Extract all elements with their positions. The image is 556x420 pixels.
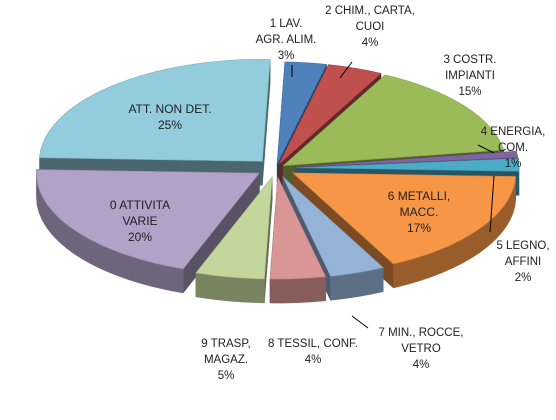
slice-labels: 1 LAV. AGR. ALIM. 3% 2 CHIM., CARTA, CUOI 4% 3… [110, 5, 550, 382]
slice-label-2: 3 COSTR. IMPIANTI 15% [443, 54, 496, 98]
slice-label-8-line-1: MAGAZ. [204, 354, 248, 366]
slice-label-8: 9 TRASP, MAGAZ. 5% [201, 338, 250, 382]
slice-label-1-line-2: 4% [362, 37, 379, 49]
slice-7-top [269, 175, 327, 280]
slice-label-9-line-2: 20% [128, 230, 152, 244]
slice-label-5: 6 METALLI, MACC. 17% [388, 189, 450, 235]
slice-label-10-line-1: 25% [158, 118, 182, 132]
leader-line-1 [339, 61, 353, 79]
slice-label-3-line-2: 1% [505, 158, 522, 170]
slice-label-0-line-0: 1 LAV. [270, 18, 303, 30]
slice-label-1: 2 CHIM., CARTA, CUOI 4% [325, 5, 415, 49]
leader-line-4 [489, 175, 495, 233]
slice-label-6: 7 MIN., ROCCE, VETRO 4% [379, 327, 464, 371]
slice-3-top [295, 150, 519, 168]
slice-label-9-line-0: 0 ATTIVITA [110, 198, 170, 212]
slice-label-7: 8 TESSIL, CONF. 4% [268, 338, 358, 366]
slice-4-top [295, 158, 520, 172]
slice-1-top [278, 64, 382, 165]
pie-top-layer [36, 59, 520, 280]
leader-line-6 [351, 315, 369, 329]
slice-label-9-line-1: VARIE [122, 214, 157, 228]
slice-label-4: 5 LEGNO, AFFINI 2% [496, 240, 549, 284]
slice-label-8-line-2: 5% [218, 370, 235, 382]
slice-label-5-line-1: MACC. [400, 205, 439, 219]
slice-label-6-line-2: 4% [413, 359, 430, 371]
slice-7-rim-0 [269, 276, 326, 304]
slice-label-5-line-2: 17% [407, 221, 431, 235]
slice-label-5-line-0: 6 METALLI, [388, 189, 450, 203]
slice-label-7-line-0: 8 TESSIL, CONF. [268, 338, 358, 350]
slice-label-4-line-1: AFFINI [505, 256, 541, 268]
slice-9-top [36, 169, 261, 270]
slice-label-0-line-1: AGR. ALIM. [256, 34, 317, 46]
leader-lines [291, 61, 495, 329]
slice-label-10-line-0: ATT. NON DET. [128, 102, 211, 116]
slice-8-top [195, 176, 273, 280]
slice-label-2-line-2: 15% [458, 86, 481, 98]
slice-label-2-line-1: IMPIANTI [445, 70, 495, 82]
slice-5-top [292, 172, 517, 265]
slice-label-7-line-1: 4% [305, 354, 322, 366]
slice-label-1-line-0: 2 CHIM., CARTA, [325, 5, 415, 17]
slice-label-6-line-0: 7 MIN., ROCCE, [379, 327, 464, 339]
slice-2-top [282, 74, 505, 166]
slice-label-1-line-1: CUOI [356, 21, 385, 33]
slice-0-top [276, 61, 328, 165]
slice-label-4-line-0: 5 LEGNO, [496, 240, 549, 252]
slice-label-3-line-1: COM. [498, 142, 528, 154]
slice-label-0-line-2: 3% [278, 50, 295, 62]
slice-10-top [39, 59, 271, 162]
slice-label-0: 1 LAV. AGR. ALIM. 3% [256, 18, 317, 62]
slice-label-3: 4 ENERGIA, COM. 1% [481, 126, 546, 170]
slice-label-4-line-2: 2% [515, 272, 532, 284]
slice-label-6-line-1: VETRO [401, 343, 441, 355]
slice-label-2-line-0: 3 COSTR. [443, 54, 496, 66]
slice-6-top [282, 176, 384, 277]
slice-label-10: ATT. NON DET. 25% [128, 102, 211, 132]
leader-line-3 [477, 144, 495, 154]
slice-label-8-line-0: 9 TRASP, [201, 338, 250, 350]
slice-label-9: 0 ATTIVITA VARIE 20% [110, 198, 170, 244]
slice-label-3-line-0: 4 ENERGIA, [481, 126, 546, 138]
